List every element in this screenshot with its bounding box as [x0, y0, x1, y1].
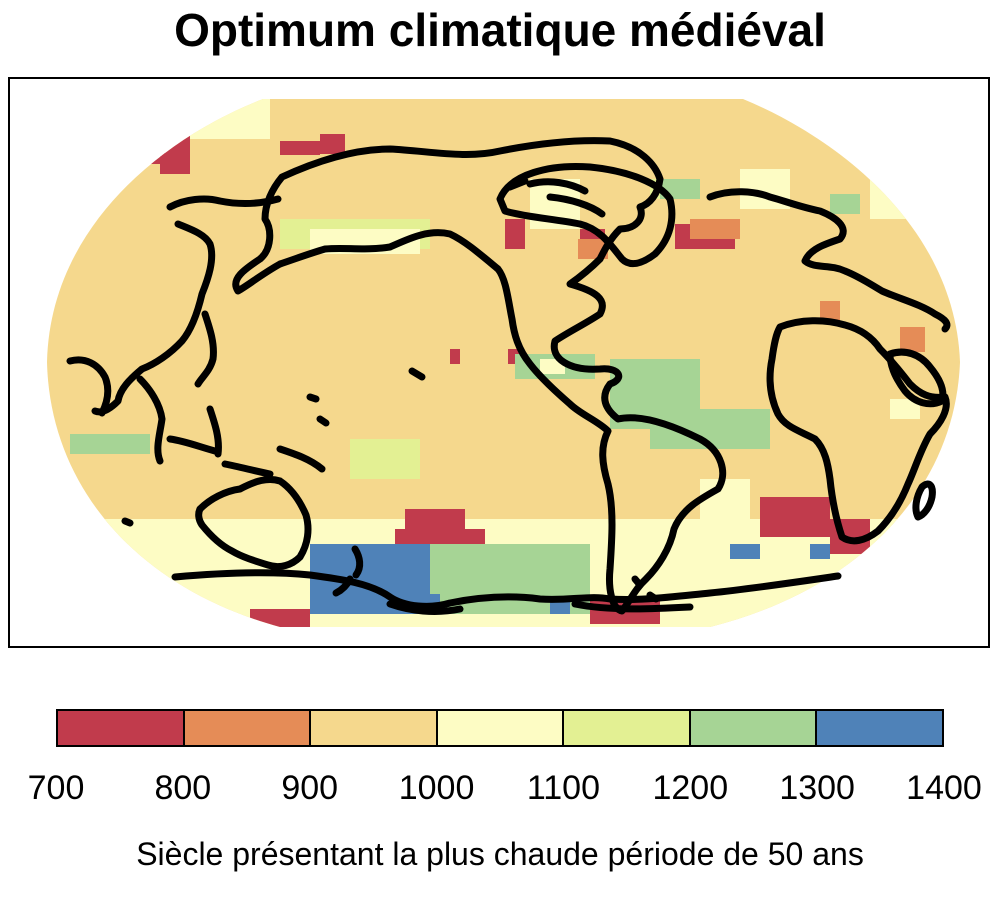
climate-cell [320, 134, 345, 154]
colorbar-label: Siècle présentant la plus chaude période… [136, 836, 864, 872]
chart-title: Optimum climatique médiéval [174, 4, 826, 56]
climate-cell [690, 219, 740, 239]
map-panel [8, 77, 990, 648]
japan-coastline [194, 310, 217, 388]
southeast-asia-coastline [136, 375, 326, 478]
climate-cell [70, 434, 150, 454]
climate-cell [810, 544, 830, 559]
hawaii-coastline [408, 367, 426, 381]
colorbar-tick-label: 1200 [652, 769, 729, 807]
climate-cell [760, 497, 830, 537]
colorbar-tick-label: 800 [154, 769, 212, 807]
americas-coastline [232, 137, 727, 615]
climate-cell [700, 479, 750, 529]
colorbar-bin-1300-1400 [817, 711, 943, 745]
colorbar-bin-700-800 [58, 711, 185, 745]
climate-cell [890, 399, 920, 419]
greenland-coastline [496, 163, 676, 268]
islands-coastline [121, 393, 660, 603]
australia-coastline [195, 475, 312, 571]
colorbar-bin-1000-1100 [437, 711, 565, 745]
colorbar-tick-label: 1400 [906, 769, 982, 807]
colorbar-tick-label: 900 [281, 769, 339, 807]
colorbar-tick-label: 1100 [526, 769, 600, 807]
colorbar-bin-800-900 [184, 711, 312, 745]
climate-cell [280, 141, 320, 155]
coastlines [66, 137, 951, 615]
colorbar-tick-label: 1000 [398, 769, 475, 807]
climate-cell [505, 219, 525, 249]
climate-cell [125, 149, 165, 164]
colorbar-tick-label: 700 [27, 769, 85, 807]
colorbar-bin-1100-1200 [564, 711, 691, 745]
climate-cell [160, 134, 190, 174]
arctic-band-west [140, 99, 270, 139]
climate-cell [450, 349, 460, 364]
climate-cell [250, 609, 310, 627]
colorbar-bin-1200-1300 [690, 711, 818, 745]
climate-cell [830, 194, 860, 214]
antarctica-lower-coastline [386, 600, 694, 615]
climate-cell [730, 544, 760, 559]
madagascar-coastline [912, 480, 936, 521]
antarctica-coastline [171, 569, 842, 610]
climate-cell [820, 301, 840, 323]
climate-cell [350, 439, 420, 479]
colorbar-bin-900-1000 [311, 711, 438, 745]
colorbar [56, 709, 944, 747]
eurasia-coastline [66, 188, 951, 417]
arctic-islands-coastline [506, 177, 606, 218]
colorbar-tick-label: 1300 [779, 769, 855, 807]
africa-coastline [766, 317, 950, 545]
climate-cell [870, 179, 910, 219]
climate-cell [900, 327, 925, 352]
arabia-coastline [886, 348, 947, 408]
world-map [47, 99, 960, 627]
